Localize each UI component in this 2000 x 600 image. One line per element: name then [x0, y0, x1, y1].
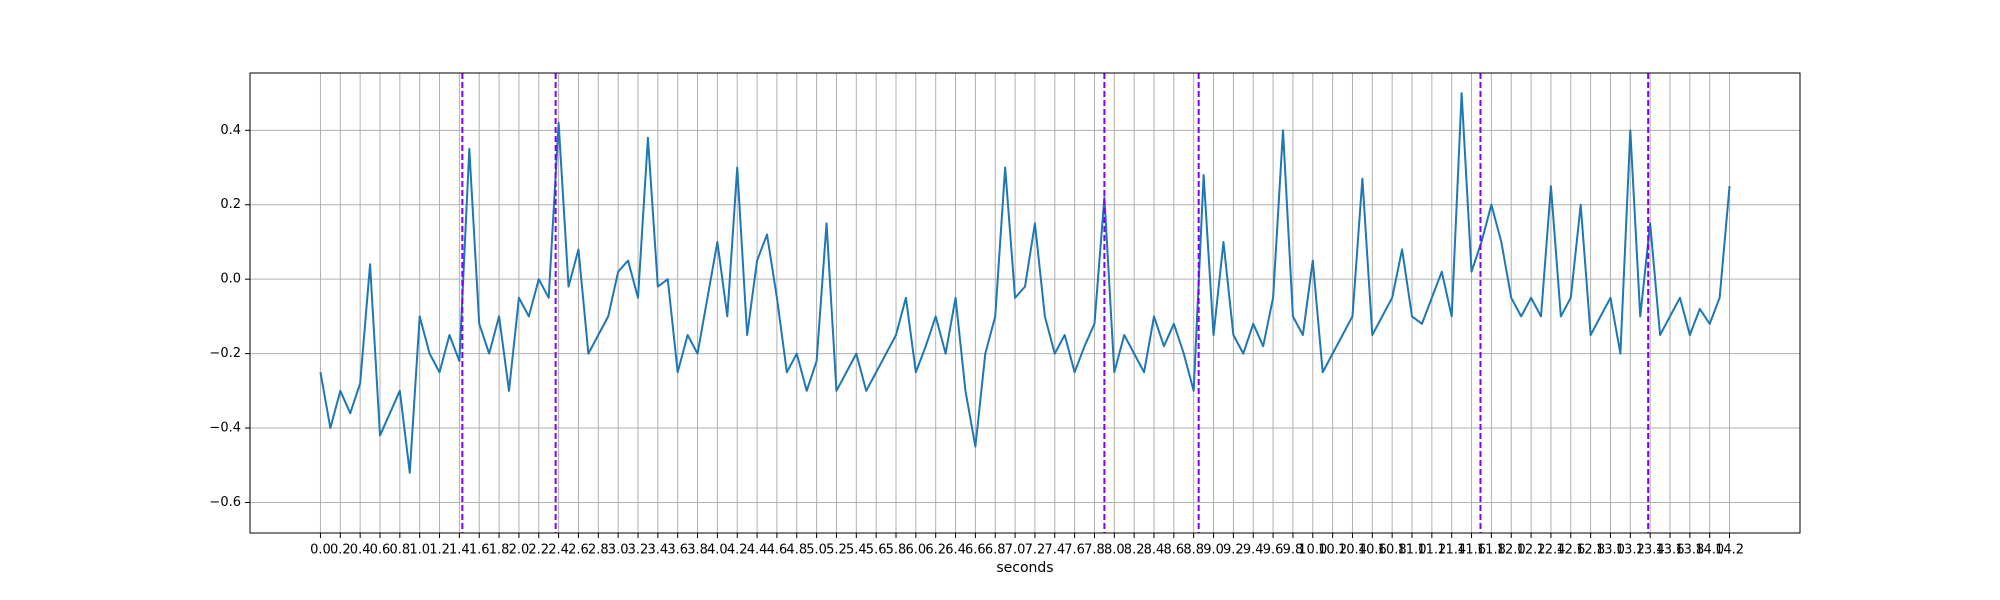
x-tick-label: 3.2 — [628, 543, 649, 558]
x-tick-label: 13.0 — [1596, 543, 1625, 558]
x-tick-label: 8.6 — [1164, 543, 1185, 558]
x-tick-label: 6.6 — [965, 543, 986, 558]
x-tick-label: 1.4 — [449, 543, 470, 558]
x-tick-label: 12.0 — [1497, 543, 1526, 558]
y-tick-label: 0.0 — [220, 272, 241, 287]
x-tick-label: 2.0 — [509, 543, 530, 558]
x-tick-label: 13.6 — [1656, 543, 1685, 558]
x-tick-label: 9.4 — [1243, 543, 1264, 558]
x-tick-label: 10.0 — [1298, 543, 1327, 558]
x-tick-label: 0.4 — [350, 543, 371, 558]
x-axis-label: seconds — [996, 560, 1053, 576]
x-tick-label: 0.8 — [389, 543, 410, 558]
x-tick-label: 2.8 — [588, 543, 609, 558]
x-tick-label: 4.6 — [767, 543, 788, 558]
x-tick-label: 1.8 — [489, 543, 510, 558]
axes-frame — [249, 72, 1801, 534]
x-tick-label: 7.2 — [1025, 543, 1046, 558]
y-tick-label: −0.2 — [209, 346, 241, 361]
x-tick-label: 9.0 — [1203, 543, 1224, 558]
x-tick-label: 0.2 — [330, 543, 351, 558]
x-tick-label: 10.6 — [1358, 543, 1387, 558]
x-tick-label: 10.2 — [1318, 543, 1347, 558]
x-tick-label: 5.8 — [886, 543, 907, 558]
x-tick-label: 7.6 — [1064, 543, 1085, 558]
x-tick-label: 9.8 — [1283, 543, 1304, 558]
x-tick-label: 11.6 — [1457, 543, 1486, 558]
x-tick-label: 10.8 — [1378, 543, 1407, 558]
x-tick-label: 12.2 — [1517, 543, 1546, 558]
x-tick-label: 11.4 — [1437, 543, 1466, 558]
x-tick-label: 13.4 — [1636, 543, 1665, 558]
x-tick-label: 5.4 — [846, 543, 867, 558]
x-tick-label: 11.8 — [1477, 543, 1506, 558]
x-tick-label: 2.2 — [528, 543, 549, 558]
y-tick-label: −0.4 — [209, 421, 241, 436]
y-tick-label: 0.4 — [220, 123, 241, 138]
data-line — [319, 92, 1731, 474]
x-tick-label: 14.2 — [1715, 543, 1744, 558]
x-tick-label: 14.0 — [1695, 543, 1724, 558]
x-tick-label: 3.0 — [608, 543, 629, 558]
x-tick-label: 6.4 — [945, 543, 966, 558]
x-tick-label: 4.0 — [707, 543, 728, 558]
x-tick-label: 2.4 — [548, 543, 569, 558]
x-tick-label: 12.6 — [1556, 543, 1585, 558]
x-tick-label: 12.4 — [1536, 543, 1565, 558]
x-tick-label: 3.6 — [667, 543, 688, 558]
x-tick-label: 0.6 — [370, 543, 391, 558]
x-tick-label: 11.2 — [1417, 543, 1446, 558]
x-tick-label: 10.4 — [1338, 543, 1367, 558]
x-tick-label: 6.2 — [925, 543, 946, 558]
x-tick-label: 4.2 — [727, 543, 748, 558]
x-tick-label: 7.0 — [1005, 543, 1026, 558]
x-tick-label: 1.0 — [409, 543, 430, 558]
x-tick-label: 11.0 — [1398, 543, 1427, 558]
x-tick-label: 4.8 — [786, 543, 807, 558]
x-tick-label: 1.6 — [469, 543, 490, 558]
x-tick-label: 8.2 — [1124, 543, 1145, 558]
x-tick-label: 9.2 — [1223, 543, 1244, 558]
x-tick-label: 6.8 — [985, 543, 1006, 558]
x-tick-label: 13.2 — [1616, 543, 1645, 558]
x-tick-label: 3.8 — [687, 543, 708, 558]
x-tick-label: 3.4 — [647, 543, 668, 558]
x-tick-label: 0.0 — [310, 543, 331, 558]
x-tick-label: 5.0 — [806, 543, 827, 558]
x-tick-label: 2.6 — [568, 543, 589, 558]
x-tick-label: 6.0 — [906, 543, 927, 558]
x-tick-label: 1.2 — [429, 543, 450, 558]
x-tick-label: 8.8 — [1183, 543, 1204, 558]
y-tick-label: −0.6 — [209, 495, 241, 510]
x-tick-label: 8.4 — [1144, 543, 1165, 558]
x-tick-label: 5.6 — [866, 543, 887, 558]
y-tick-label: 0.2 — [220, 197, 241, 212]
x-tick-label: 7.8 — [1084, 543, 1105, 558]
x-tick-label: 5.2 — [826, 543, 847, 558]
x-tick-label: 13.8 — [1675, 543, 1704, 558]
x-tick-label: 7.4 — [1044, 543, 1065, 558]
x-tick-label: 8.0 — [1104, 543, 1125, 558]
x-tick-label: 12.8 — [1576, 543, 1605, 558]
x-tick-label: 9.6 — [1263, 543, 1284, 558]
x-tick-label: 4.4 — [747, 543, 768, 558]
